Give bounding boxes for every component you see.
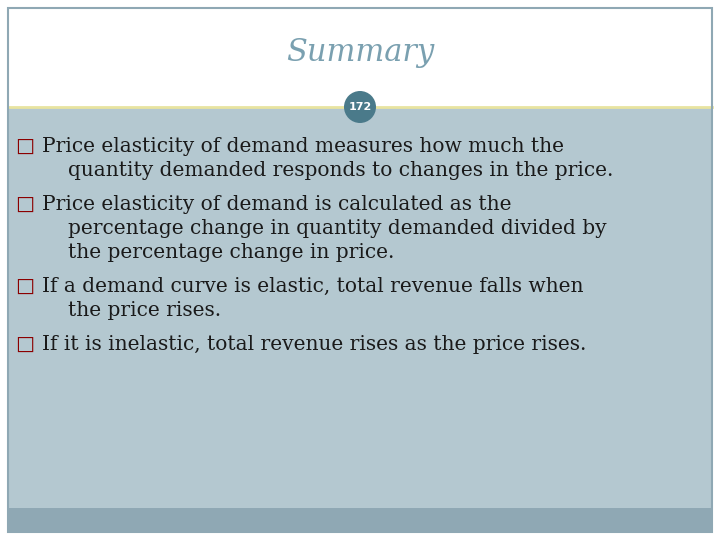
Text: □: □ [15, 277, 34, 296]
Text: Summary: Summary [286, 37, 434, 68]
Text: quantity demanded responds to changes in the price.: quantity demanded responds to changes in… [68, 161, 613, 180]
FancyBboxPatch shape [8, 8, 712, 107]
Text: If it is inelastic, total revenue rises as the price rises.: If it is inelastic, total revenue rises … [42, 335, 586, 354]
Text: □: □ [15, 195, 34, 214]
FancyBboxPatch shape [8, 107, 712, 532]
Text: Price elasticity of demand is calculated as the: Price elasticity of demand is calculated… [42, 195, 511, 214]
Text: 172: 172 [348, 102, 372, 112]
Circle shape [344, 91, 376, 123]
Text: □: □ [15, 335, 34, 354]
FancyBboxPatch shape [8, 508, 712, 532]
Text: □: □ [15, 137, 34, 156]
Text: If a demand curve is elastic, total revenue falls when: If a demand curve is elastic, total reve… [42, 277, 583, 296]
Text: Price elasticity of demand measures how much the: Price elasticity of demand measures how … [42, 137, 564, 156]
Text: the percentage change in price.: the percentage change in price. [68, 243, 395, 262]
Text: percentage change in quantity demanded divided by: percentage change in quantity demanded d… [68, 219, 607, 238]
Text: the price rises.: the price rises. [68, 301, 221, 320]
